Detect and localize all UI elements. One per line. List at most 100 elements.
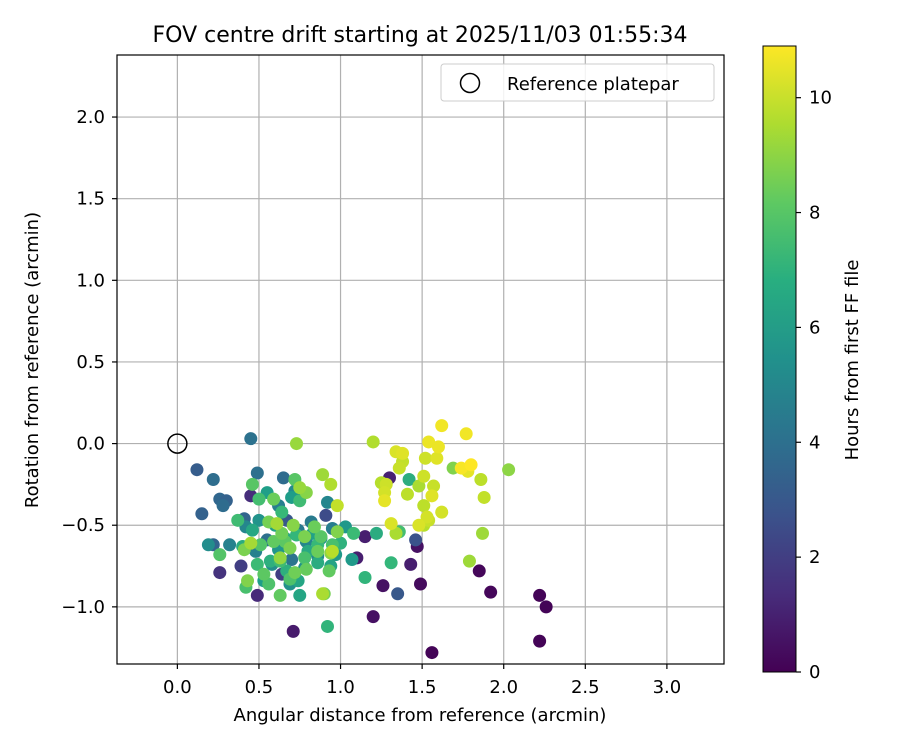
data-point: [400, 487, 414, 501]
data-point: [250, 466, 264, 480]
data-point: [293, 481, 307, 495]
x-tick-label: 0.5: [245, 677, 274, 698]
data-point: [314, 530, 328, 544]
x-tick-label: 1.0: [326, 677, 355, 698]
data-point: [358, 530, 372, 544]
data-point: [213, 566, 227, 580]
data-point: [477, 490, 491, 504]
data-point: [262, 577, 276, 591]
y-tick-label: 2.0: [76, 107, 105, 128]
data-point: [298, 551, 312, 565]
legend-box: [440, 63, 715, 102]
data-point: [241, 574, 255, 588]
colorbar-tick-label: 0: [809, 662, 820, 683]
colorbar: 0 2 4 6 8 10 Hours from first FF file: [762, 45, 863, 683]
data-point: [201, 538, 215, 552]
legend-marker-icon: [459, 72, 481, 94]
data-point: [322, 564, 336, 578]
data-point: [404, 557, 418, 571]
data-point: [324, 477, 338, 491]
data-point: [319, 508, 333, 522]
data-point: [283, 541, 297, 555]
legend: Reference platepar: [440, 63, 715, 102]
y-tick-label: 1.5: [76, 189, 105, 210]
data-point: [257, 567, 271, 581]
reference-marker: [167, 433, 188, 454]
data-point: [285, 553, 299, 567]
data-point: [345, 553, 359, 567]
data-point: [311, 544, 325, 558]
colorbar-ticks: 0 2 4 6 8 10: [796, 88, 832, 683]
x-tick-label: 2.0: [489, 677, 518, 698]
data-point: [311, 556, 325, 570]
data-point: [412, 479, 426, 493]
data-point: [298, 530, 312, 544]
data-point: [275, 505, 289, 519]
data-point: [347, 526, 361, 540]
y-tick-label: 0.0: [76, 434, 105, 455]
data-point: [539, 600, 553, 614]
data-point: [231, 513, 245, 527]
x-tick-label: 1.5: [408, 677, 437, 698]
y-tick-label: −0.5: [61, 515, 105, 536]
data-point: [412, 518, 426, 532]
data-point: [190, 463, 204, 477]
data-point: [425, 489, 439, 503]
y-tick-label: 1.0: [76, 270, 105, 291]
data-point: [330, 499, 344, 513]
colorbar-tick-label: 8: [809, 203, 820, 224]
data-point: [474, 473, 488, 487]
data-point: [366, 435, 380, 449]
x-tick-label: 0.0: [163, 677, 192, 698]
data-point: [213, 548, 227, 562]
data-point: [417, 499, 431, 513]
data-point: [330, 525, 344, 539]
data-point: [427, 479, 441, 493]
colorbar-tick-label: 2: [809, 547, 820, 568]
data-point: [420, 510, 434, 524]
y-tick-label: 0.5: [76, 352, 105, 373]
data-point: [366, 610, 380, 624]
data-point: [431, 440, 445, 454]
data-point: [502, 463, 516, 477]
data-point: [384, 517, 398, 531]
y-axis-label: Rotation from reference (arcmin): [22, 212, 43, 508]
data-point: [307, 520, 321, 534]
data-point: [414, 577, 427, 591]
data-point: [378, 494, 392, 508]
data-point: [206, 473, 220, 487]
data-point: [435, 419, 449, 433]
colorbar-tick-label: 4: [809, 432, 820, 453]
data-point: [270, 517, 284, 531]
data-point: [263, 554, 277, 568]
data-point: [273, 551, 287, 565]
data-point: [316, 468, 330, 482]
data-point: [402, 473, 416, 487]
data-point: [358, 570, 372, 584]
data-point: [392, 461, 406, 475]
data-point: [454, 461, 468, 475]
data-point: [325, 544, 339, 558]
reference-marker-group: [167, 433, 188, 454]
data-point: [389, 526, 403, 540]
colorbar-tick-label: 6: [809, 317, 820, 338]
data-point: [476, 526, 490, 540]
data-point: [216, 499, 230, 513]
x-tick-label: 2.5: [571, 677, 600, 698]
data-point: [396, 446, 410, 460]
data-point: [289, 437, 303, 451]
data-point: [533, 634, 547, 648]
data-point: [234, 559, 248, 573]
colorbar-label: Hours from first FF file: [842, 260, 863, 461]
data-point: [391, 587, 405, 601]
grid-lines: [117, 55, 724, 664]
data-point: [384, 556, 398, 570]
data-point: [267, 492, 281, 506]
data-point: [316, 587, 330, 601]
data-point: [533, 588, 547, 602]
data-point: [250, 557, 264, 571]
data-point: [464, 458, 478, 472]
x-tick-label: 3.0: [653, 677, 682, 698]
data-point: [223, 538, 237, 552]
